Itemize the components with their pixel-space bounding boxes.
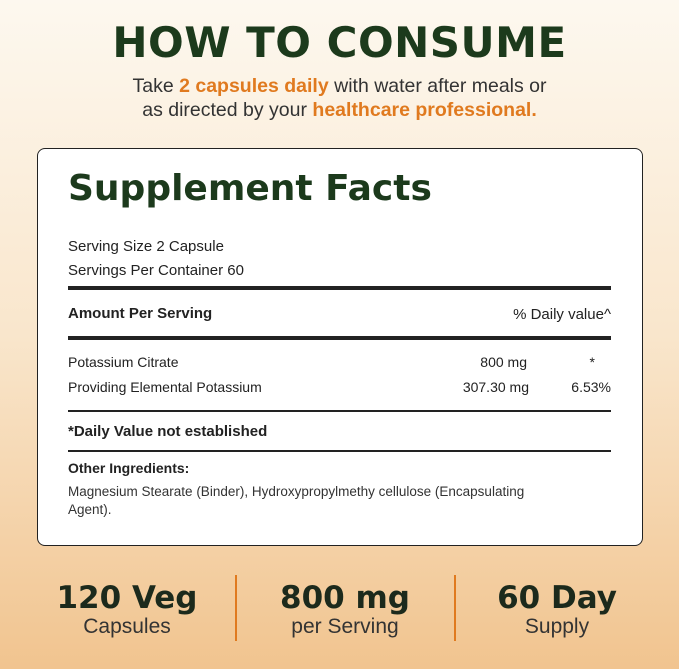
stat-value: 120 Veg xyxy=(56,580,198,616)
other-ingredients-text: Magnesium Stearate (Binder), Hydroxyprop… xyxy=(68,484,525,517)
instruction-line: as directed by your healthcare professio… xyxy=(0,99,679,122)
stat-label: per Serving xyxy=(291,615,399,638)
facts-panel xyxy=(37,148,643,546)
nutrient-name: Potassium Citrate xyxy=(68,354,179,370)
instruction-highlight: healthcare professional. xyxy=(312,99,537,121)
instruction-text: as directed by your xyxy=(142,99,307,121)
serving-size: Serving Size 2 Capsule xyxy=(68,238,224,255)
divider xyxy=(235,575,237,641)
facts-title: Supplement Facts xyxy=(68,168,432,209)
instruction-text: Take xyxy=(132,75,174,97)
other-ingredients-label: Other Ingredients: xyxy=(68,460,190,476)
instruction-text: with water after meals or xyxy=(334,75,547,97)
nutrient-amount: 800 mg xyxy=(480,354,527,370)
nutrient-dv: * xyxy=(589,354,595,370)
stat-value: 60 Day xyxy=(497,580,617,616)
divider xyxy=(454,575,456,641)
column-header: Amount Per Serving xyxy=(68,305,213,322)
rule xyxy=(68,410,611,412)
instruction-line: Take 2 capsules daily with water after m… xyxy=(0,75,679,98)
thick-rule xyxy=(68,286,611,290)
nutrient-name: Providing Elemental Potassium xyxy=(68,379,262,395)
stat-label: Capsules xyxy=(83,615,171,638)
nutrient-dv: 6.53% xyxy=(571,379,611,395)
servings-per-container: Servings Per Container 60 xyxy=(68,262,244,279)
stat-label: Supply xyxy=(524,615,590,638)
footnote: *Daily Value not established xyxy=(68,423,268,440)
thick-rule xyxy=(68,336,611,340)
stat-value: 800 mg xyxy=(280,580,410,616)
column-header: % Daily value^ xyxy=(513,306,611,323)
instruction-highlight: 2 capsules daily xyxy=(179,75,329,97)
title: HOW TO CONSUME xyxy=(112,18,567,67)
rule xyxy=(68,450,611,452)
nutrient-amount: 307.30 mg xyxy=(462,379,529,395)
